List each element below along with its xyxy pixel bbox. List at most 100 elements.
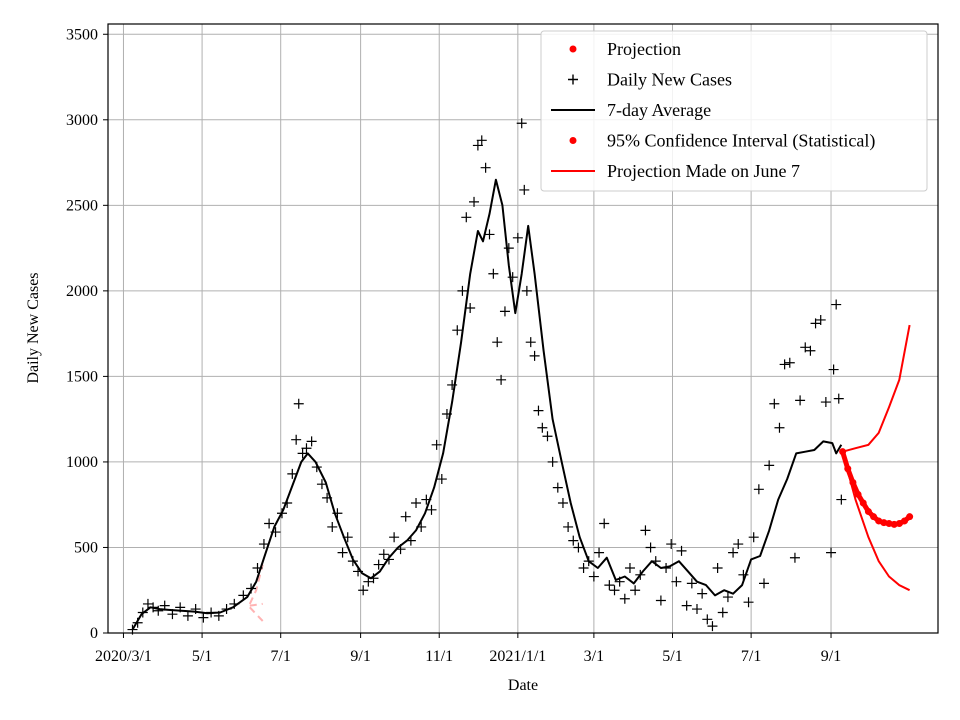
confidence-upper-line	[842, 324, 911, 453]
daily-case-marker	[702, 614, 713, 625]
daily-case-marker	[691, 604, 702, 615]
daily-case-marker	[327, 521, 338, 532]
projection-point	[895, 520, 903, 528]
legend-label: Projection	[607, 39, 681, 59]
daily-case-marker	[301, 443, 312, 454]
daily-case-marker	[533, 405, 544, 416]
daily-case-marker	[287, 468, 298, 479]
daily-case-marker	[671, 576, 682, 587]
daily-case-marker	[153, 605, 164, 616]
daily-case-marker	[810, 318, 821, 329]
y-tick-label: 0	[90, 625, 98, 642]
daily-case-marker	[499, 306, 510, 317]
daily-case-marker	[426, 504, 437, 515]
daily-case-marker	[828, 364, 839, 375]
projection-point	[854, 490, 862, 498]
daily-case-marker	[676, 545, 687, 556]
daily-case-marker	[457, 285, 468, 296]
daily-case-marker	[542, 431, 553, 442]
daily-case-marker	[764, 460, 775, 471]
daily-case-marker	[182, 610, 193, 621]
plot-frame	[107, 23, 939, 634]
daily-case-marker	[630, 585, 641, 596]
daily-case-marker	[800, 342, 811, 353]
daily-case-marker	[805, 345, 816, 356]
y-tick-label: 1500	[66, 368, 98, 385]
daily-case-marker	[552, 482, 563, 493]
x-tick-label: 5/1	[662, 648, 682, 665]
daily-case-marker	[400, 511, 411, 522]
daily-case-marker	[525, 337, 536, 348]
daily-case-marker	[717, 607, 728, 618]
x-tick-label: 5/1	[192, 648, 212, 665]
daily-case-marker	[588, 571, 599, 582]
y-tick-label: 3500	[66, 26, 98, 43]
daily-case-marker	[655, 595, 666, 606]
daily-case-marker	[712, 562, 723, 573]
daily-case-marker	[815, 314, 826, 325]
daily-case-marker	[748, 532, 759, 543]
x-tick-label: 2020/3/1	[95, 648, 152, 665]
daily-case-marker	[578, 562, 589, 573]
x-tick-label: 2021/1/1	[489, 648, 546, 665]
projection-point	[864, 508, 872, 516]
x-axis-title: Date	[508, 677, 538, 694]
daily-case-marker	[503, 243, 514, 254]
daily-case-marker	[291, 434, 302, 445]
daily-case-marker	[604, 580, 615, 591]
daily-case-marker	[697, 588, 708, 599]
daily-case-marker	[759, 578, 770, 589]
y-axis-title: Daily New Cases	[25, 272, 42, 383]
projection-point	[880, 519, 888, 527]
axes: 2020/3/1 5/1 7/1 9/1 11/1 2021/1/1 3/1 5/1 7/1 9/…	[66, 23, 939, 665]
daily-case-marker	[472, 140, 483, 151]
daily-case-marker	[645, 542, 656, 553]
daily-case-marker	[461, 212, 472, 223]
plot-area	[127, 118, 914, 635]
legend-label: 7-day Average	[607, 100, 711, 120]
daily-case-marker	[743, 597, 754, 608]
confidence-lower-line	[841, 451, 911, 592]
daily-case-marker	[563, 521, 574, 532]
projection-point	[900, 517, 908, 525]
daily-case-marker	[512, 232, 523, 243]
daily-case-marker	[784, 357, 795, 368]
projection-point	[849, 478, 857, 486]
daily-case-marker	[820, 397, 831, 408]
daily-case-marker	[198, 612, 209, 623]
legend-marker-plus	[568, 74, 578, 85]
x-tick-label: 7/1	[270, 648, 290, 665]
daily-case-marker	[833, 393, 844, 404]
daily-case-marker	[831, 299, 842, 310]
daily-case-marker	[624, 562, 635, 573]
daily-case-marker	[480, 162, 491, 173]
daily-case-marker	[722, 592, 733, 603]
daily-case-marker	[529, 350, 540, 361]
legend-label: 95% Confidence Interval (Statistical)	[607, 131, 875, 152]
x-tick-label: 7/1	[741, 648, 761, 665]
daily-case-marker	[557, 497, 568, 508]
daily-case-marker	[769, 398, 780, 409]
daily-case-marker	[826, 547, 837, 558]
daily-case-marker	[476, 135, 487, 146]
daily-case-marker	[484, 229, 495, 240]
daily-case-marker	[337, 547, 348, 558]
seven-day-average-line	[131, 178, 843, 631]
daily-case-marker	[795, 395, 806, 406]
x-tick-label: 9/1	[350, 648, 370, 665]
daily-case-marker	[488, 268, 499, 279]
legend: Projection Daily New Cases 7-day Average 95…	[540, 30, 928, 192]
daily-case-marker	[378, 549, 389, 560]
daily-case-marker	[492, 337, 503, 348]
projection-point	[859, 499, 867, 507]
daily-case-marker	[389, 532, 400, 543]
projection-line	[840, 449, 913, 527]
daily-case-marker	[142, 598, 153, 609]
x-tick-label: 3/1	[584, 648, 604, 665]
daily-case-marker	[594, 547, 605, 558]
daily-case-marker	[373, 559, 384, 570]
daily-case-marker	[537, 422, 548, 433]
daily-case-marker	[573, 542, 584, 553]
projection-point	[839, 448, 847, 456]
